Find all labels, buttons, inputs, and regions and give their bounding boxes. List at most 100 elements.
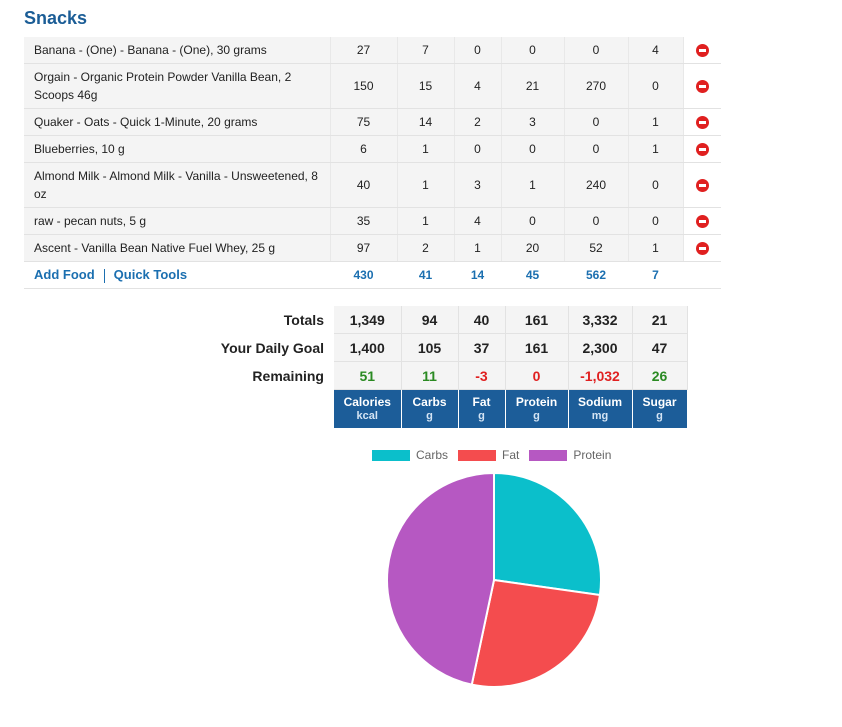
goal-fat: 37 [458, 333, 506, 362]
goal-carbs: 105 [401, 333, 459, 362]
food-calories: 27 [330, 37, 398, 64]
totals-fat: 40 [458, 306, 506, 334]
food-sodium: 270 [564, 63, 629, 109]
delete-cell [683, 234, 721, 262]
food-fat: 1 [454, 234, 502, 262]
footer-protein: 45 [501, 261, 564, 289]
food-sugar: 4 [628, 37, 684, 64]
header-spacer [24, 390, 334, 429]
footer-sugar: 7 [628, 261, 683, 289]
footer-calories: 430 [330, 261, 397, 289]
food-sodium: 0 [564, 37, 629, 64]
header-unit: g [533, 410, 540, 422]
header-name: Protein [515, 395, 558, 409]
pie-slice-protein[interactable] [386, 471, 495, 686]
delete-cell [683, 207, 721, 235]
remaining-calories: 51 [334, 361, 402, 390]
remaining-sugar: 26 [632, 361, 688, 390]
goal-protein: 161 [505, 333, 569, 362]
goal-row: Your Daily Goal 1,400 105 37 161 2,300 4… [24, 333, 688, 362]
food-carbs: 1 [397, 207, 455, 235]
totals-label: Totals [283, 311, 324, 328]
header-protein: Protein g [505, 389, 569, 428]
delete-icon[interactable] [695, 116, 709, 130]
delete-icon[interactable] [695, 179, 709, 193]
food-fat: 4 [454, 207, 502, 235]
remaining-carbs: 11 [401, 361, 459, 390]
delete-icon[interactable] [695, 242, 709, 256]
food-calories: 35 [330, 207, 398, 235]
goal-sugar: 47 [632, 333, 688, 362]
food-carbs: 1 [397, 162, 455, 208]
delete-cell [683, 162, 721, 208]
goal-calories: 1,400 [334, 333, 402, 362]
totals-calories: 1,349 [334, 306, 402, 334]
goal-sodium: 2,300 [568, 333, 633, 362]
remaining-fat: -3 [458, 361, 506, 390]
food-name[interactable]: Quaker - Oats - Quick 1-Minute, 20 grams [24, 108, 331, 136]
legend-item[interactable]: Carbs [372, 448, 448, 462]
food-name[interactable]: Blueberries, 10 g [24, 135, 331, 163]
food-calories: 40 [330, 162, 398, 208]
pie-slice-carbs[interactable] [493, 471, 602, 597]
add-food-link[interactable]: Add Food [34, 267, 95, 283]
header-name: Calories [343, 395, 391, 409]
food-name[interactable]: raw - pecan nuts, 5 g [24, 207, 331, 235]
delete-icon[interactable] [695, 80, 709, 94]
header-unit: mg [591, 410, 609, 422]
food-carbs: 15 [397, 63, 455, 109]
remaining-protein: 0 [505, 361, 569, 390]
footer-carbs: 41 [397, 261, 454, 289]
food-sugar: 1 [628, 234, 684, 262]
delete-cell [683, 108, 721, 136]
header-name: Sodium [578, 395, 622, 409]
food-sugar: 1 [628, 108, 684, 136]
food-name[interactable]: Orgain - Organic Protein Powder Vanilla … [24, 63, 331, 109]
chart-legend: Carbs Fat Protein [372, 448, 621, 462]
food-sodium: 240 [564, 162, 629, 208]
macro-pie-chart [386, 471, 602, 688]
header-carbs: Carbs g [401, 389, 459, 428]
totals-row: Totals 1,349 94 40 161 3,332 21 [24, 306, 688, 334]
header-unit: g [656, 410, 663, 422]
footer-links: Add Food Quick Tools [24, 261, 330, 289]
header-name: Fat [472, 395, 491, 409]
food-protein: 0 [501, 207, 565, 235]
food-calories: 97 [330, 234, 398, 262]
header-sugar: Sugar g [632, 389, 688, 428]
food-table-footer: Add Food Quick Tools 430 41 14 45 562 7 [24, 261, 721, 289]
food-sodium: 0 [564, 207, 629, 235]
food-sugar: 1 [628, 135, 684, 163]
legend-item[interactable]: Fat [458, 448, 519, 462]
food-carbs: 1 [397, 135, 455, 163]
legend-swatch [529, 449, 568, 461]
food-row: Ascent - Vanilla Bean Native Fuel Whey, … [24, 234, 721, 262]
footer-sodium: 562 [564, 261, 628, 289]
legend-item[interactable]: Protein [529, 448, 611, 462]
food-protein: 0 [501, 135, 565, 163]
header-name: Sugar [642, 395, 677, 409]
food-row: raw - pecan nuts, 5 g 35 1 4 0 0 0 [24, 207, 721, 235]
remaining-label: Remaining [252, 367, 324, 384]
food-fat: 4 [454, 63, 502, 109]
header-unit: kcal [356, 410, 378, 422]
food-name[interactable]: Ascent - Vanilla Bean Native Fuel Whey, … [24, 234, 331, 262]
food-name[interactable]: Banana - (One) - Banana - (One), 30 gram… [24, 37, 331, 64]
food-carbs: 14 [397, 108, 455, 136]
delete-cell [683, 63, 721, 109]
food-name[interactable]: Almond Milk - Almond Milk - Vanilla - Un… [24, 162, 331, 208]
food-protein: 21 [501, 63, 565, 109]
delete-icon[interactable] [695, 44, 709, 58]
header-unit: g [478, 410, 485, 422]
legend-label: Fat [502, 448, 520, 462]
totals-sodium: 3,332 [568, 306, 633, 334]
delete-icon[interactable] [695, 215, 709, 229]
delete-icon[interactable] [695, 143, 709, 157]
header-unit: g [426, 410, 433, 422]
quick-tools-link[interactable]: Quick Tools [113, 267, 188, 283]
food-fat: 3 [454, 162, 502, 208]
footer-fat: 14 [454, 261, 501, 289]
pie-slice-fat[interactable] [470, 578, 602, 688]
totals-carbs: 94 [401, 306, 459, 334]
food-row: Orgain - Organic Protein Powder Vanilla … [24, 63, 721, 109]
